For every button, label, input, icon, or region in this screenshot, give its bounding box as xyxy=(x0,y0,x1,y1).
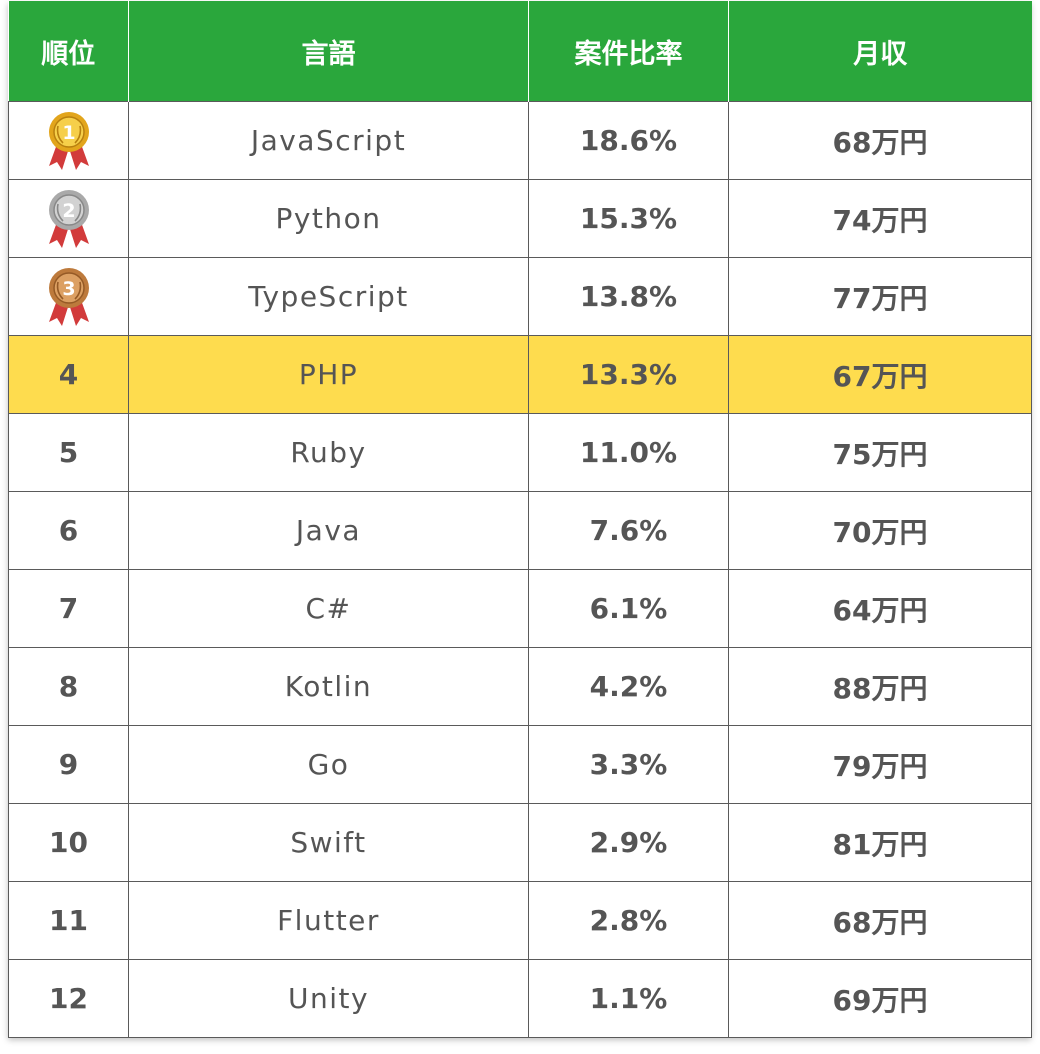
ratio-cell: 6.1% xyxy=(528,569,729,648)
table-row: 5 Ruby 11.0% 75万円 xyxy=(8,413,1032,492)
table-row: 8 Kotlin 4.2% 88万円 xyxy=(8,647,1032,726)
rank-cell: 6 xyxy=(8,491,129,570)
rank-cell: 5 xyxy=(8,413,129,492)
table-row: 1 JavaScript 18.6% 68万円 xyxy=(8,101,1032,180)
ratio-cell: 11.0% xyxy=(528,413,729,492)
table-row: 4 PHP 13.3% 67万円 xyxy=(8,335,1032,414)
rank-cell: 10 xyxy=(8,803,129,882)
rank-cell: 12 xyxy=(8,959,129,1038)
table-row: 12 Unity 1.1% 69万円 xyxy=(8,959,1032,1038)
language-cell: C# xyxy=(128,569,529,648)
income-cell: 74万円 xyxy=(728,179,1032,258)
svg-text:2: 2 xyxy=(62,200,75,222)
language-cell: PHP xyxy=(128,335,529,414)
language-cell: Swift xyxy=(128,803,529,882)
language-cell: Python xyxy=(128,179,529,258)
income-cell: 75万円 xyxy=(728,413,1032,492)
income-cell: 64万円 xyxy=(728,569,1032,648)
language-cell: Ruby xyxy=(128,413,529,492)
ratio-cell: 2.9% xyxy=(528,803,729,882)
ratio-cell: 1.1% xyxy=(528,959,729,1038)
table-row: 2 Python 15.3% 74万円 xyxy=(8,179,1032,258)
income-cell: 68万円 xyxy=(728,101,1032,180)
language-cell: JavaScript xyxy=(128,101,529,180)
income-cell: 67万円 xyxy=(728,335,1032,414)
income-cell: 70万円 xyxy=(728,491,1032,570)
ratio-cell: 15.3% xyxy=(528,179,729,258)
table-row: 9 Go 3.3% 79万円 xyxy=(8,725,1032,804)
ratio-cell: 13.8% xyxy=(528,257,729,336)
header-rank: 順位 xyxy=(8,1,129,102)
ratio-cell: 7.6% xyxy=(528,491,729,570)
gold-medal-icon: 1 xyxy=(45,111,93,170)
income-cell: 79万円 xyxy=(728,725,1032,804)
header-income: 月収 xyxy=(728,1,1032,102)
rank-cell: 8 xyxy=(8,647,129,726)
ranking-table-container: 順位 言語 案件比率 月収 1 JavaScript 18.6% 68万円 2 Pytho… xyxy=(8,1,1032,1038)
table-header-row: 順位 言語 案件比率 月収 xyxy=(8,1,1032,102)
language-cell: Go xyxy=(128,725,529,804)
table-row: 7 C# 6.1% 64万円 xyxy=(8,569,1032,648)
ratio-cell: 3.3% xyxy=(528,725,729,804)
header-language: 言語 xyxy=(128,1,529,102)
rank-cell: 9 xyxy=(8,725,129,804)
income-cell: 88万円 xyxy=(728,647,1032,726)
language-cell: TypeScript xyxy=(128,257,529,336)
table-row: 3 TypeScript 13.8% 77万円 xyxy=(8,257,1032,336)
income-cell: 69万円 xyxy=(728,959,1032,1038)
income-cell: 68万円 xyxy=(728,881,1032,960)
rank-cell: 7 xyxy=(8,569,129,648)
language-cell: Java xyxy=(128,491,529,570)
rank-cell: 1 xyxy=(8,101,129,180)
language-ranking-table: 順位 言語 案件比率 月収 1 JavaScript 18.6% 68万円 2 Pytho… xyxy=(8,1,1032,1038)
income-cell: 77万円 xyxy=(728,257,1032,336)
ratio-cell: 13.3% xyxy=(528,335,729,414)
language-cell: Flutter xyxy=(128,881,529,960)
table-body: 1 JavaScript 18.6% 68万円 2 Python 15.3% 74万円 3 Typ… xyxy=(8,101,1032,1038)
income-cell: 81万円 xyxy=(728,803,1032,882)
silver-medal-icon: 2 xyxy=(45,189,93,248)
rank-cell: 3 xyxy=(8,257,129,336)
ratio-cell: 2.8% xyxy=(528,881,729,960)
table-row: 11 Flutter 2.8% 68万円 xyxy=(8,881,1032,960)
rank-cell: 4 xyxy=(8,335,129,414)
table-row: 10 Swift 2.9% 81万円 xyxy=(8,803,1032,882)
header-ratio: 案件比率 xyxy=(528,1,729,102)
language-cell: Kotlin xyxy=(128,647,529,726)
ratio-cell: 4.2% xyxy=(528,647,729,726)
rank-cell: 2 xyxy=(8,179,129,258)
language-cell: Unity xyxy=(128,959,529,1038)
ratio-cell: 18.6% xyxy=(528,101,729,180)
rank-cell: 11 xyxy=(8,881,129,960)
svg-text:3: 3 xyxy=(62,278,75,300)
bronze-medal-icon: 3 xyxy=(45,267,93,326)
svg-text:1: 1 xyxy=(62,122,75,144)
table-row: 6 Java 7.6% 70万円 xyxy=(8,491,1032,570)
